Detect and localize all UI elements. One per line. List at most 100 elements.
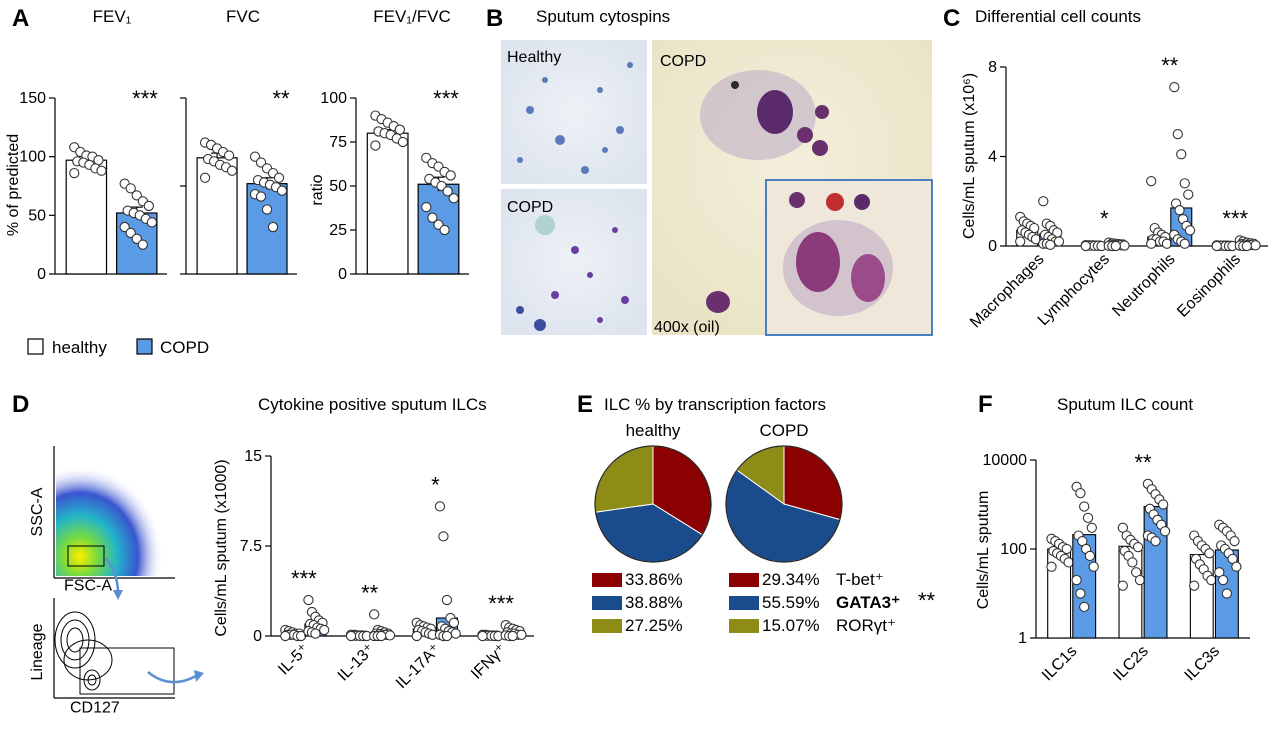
chart-sputum-ilc-count: Sputum ILC count Cells/mL sputum 1 100 10000… (975, 395, 1250, 684)
data-point (345, 630, 357, 642)
data-point (477, 630, 488, 642)
y-axis-label: ratio (309, 174, 326, 205)
y-tick-label: 25 (329, 222, 347, 239)
data-point (1172, 128, 1183, 140)
data-point (96, 165, 107, 176)
data-point (319, 624, 330, 636)
data-point (1229, 536, 1240, 547)
flow-gate-ilc (79, 647, 175, 695)
data-point (131, 233, 142, 244)
y-tick-label: 4 (988, 149, 997, 166)
pie-category-label: T-bet⁺ (836, 570, 884, 589)
data-point (1080, 240, 1091, 252)
significance-marker: *** (132, 86, 158, 111)
significance-marker: *** (1222, 206, 1248, 231)
bar-healthy (65, 159, 108, 275)
significance-marker: * (1100, 206, 1109, 231)
data-point (1071, 574, 1082, 586)
y-tick-label: 100 (19, 149, 46, 166)
y-tick-label: 15 (244, 448, 262, 465)
y-tick-label: 0 (988, 238, 997, 255)
chart-cytokine-ilcs: Cytokine positive sputum ILCs Cells/mL sp… (213, 395, 534, 692)
data-point (267, 221, 279, 233)
data-point (303, 594, 314, 606)
data-point (1241, 240, 1252, 252)
flow-arrow-2 (147, 671, 197, 684)
flow-bot-ylabel: Lineage (29, 623, 46, 680)
chart-title: FVC (226, 7, 260, 26)
x-tick-label: IFNγ⁺ (468, 641, 510, 683)
data-point (273, 172, 285, 183)
data-point (1119, 240, 1130, 251)
significance-marker: ** (272, 86, 290, 111)
chart-title: Differential cell counts (975, 7, 1141, 26)
significance-marker: * (431, 472, 440, 497)
pie-outline (725, 445, 843, 563)
data-point (1079, 601, 1090, 613)
flow-plot-scatter (56, 446, 175, 576)
micrograph-copd-large-label: COPD (660, 53, 706, 70)
data-point (1038, 196, 1049, 207)
data-point (119, 221, 130, 233)
pie-category-label: RORγt⁺ (836, 616, 896, 635)
panel-b-micrographs: Sputum cytospins Healthy COPD COPD (501, 7, 933, 336)
data-point (507, 630, 518, 642)
x-tick-label: Neutrophils (1109, 251, 1178, 320)
data-point (384, 630, 396, 641)
data-point (143, 200, 155, 212)
data-point (1211, 240, 1222, 252)
data-point (1015, 236, 1026, 247)
data-point (131, 190, 142, 201)
data-point (1046, 561, 1057, 572)
flow-top-ylabel: SSC-A (29, 487, 46, 536)
chart-ilc-transcription-factors: ILC % by transcription factors healthy 33.… (592, 395, 936, 635)
y-axis-label: Cells/mL sputum (975, 491, 992, 610)
data-point (448, 617, 460, 628)
data-point (276, 185, 288, 196)
micrograph-copd-large-cells (700, 70, 829, 313)
micrograph-magnification: 400x (oil) (654, 319, 720, 336)
y-axis-label: Cells/mL sputum (x10⁶) (961, 73, 978, 239)
pie-percent-healthy: 27.25% (625, 616, 683, 635)
data-point (1110, 240, 1121, 252)
data-point (439, 224, 450, 236)
data-point (1146, 175, 1157, 187)
data-point (427, 212, 438, 223)
chart-fvc: FVC ** (180, 7, 297, 275)
data-point (1159, 526, 1171, 537)
y-axis-label: % of predicted (5, 134, 22, 236)
x-tick-label: IL-5⁺ (275, 641, 312, 678)
data-point (1086, 522, 1097, 533)
bar-healthy (366, 132, 409, 275)
data-point (448, 193, 459, 204)
y-tick-label: 0 (37, 266, 46, 283)
data-point (445, 170, 456, 181)
data-point (376, 630, 387, 642)
data-point (1231, 561, 1242, 572)
micrograph-copd-small (501, 189, 647, 335)
y-tick-label: 0 (253, 628, 262, 645)
data-point (1217, 574, 1229, 586)
data-point (441, 630, 453, 642)
data-point (1183, 189, 1194, 200)
data-point (1174, 205, 1185, 216)
pie-percent-healthy: 33.86% (625, 570, 683, 589)
data-point (369, 609, 380, 620)
panel-label-e: E (577, 391, 593, 418)
x-tick-label: ILC1s (1039, 643, 1081, 685)
data-point (1176, 149, 1187, 160)
data-point (394, 124, 405, 135)
legend-label-copd: COPD (160, 338, 209, 357)
pie-category-label: GATA3⁺ (836, 593, 900, 612)
chart-title: FEV₁/FVC (373, 7, 451, 26)
data-point (255, 191, 267, 202)
panel-label-a: A (12, 5, 29, 32)
pie-legend-swatch (729, 573, 759, 587)
data-point (1088, 561, 1099, 572)
data-point (370, 140, 381, 151)
micrograph-copd-small-cells (516, 215, 629, 331)
significance-marker: ** (361, 580, 379, 605)
data-point (199, 172, 211, 183)
data-point (1075, 588, 1086, 599)
panel-label-c: C (943, 5, 960, 32)
